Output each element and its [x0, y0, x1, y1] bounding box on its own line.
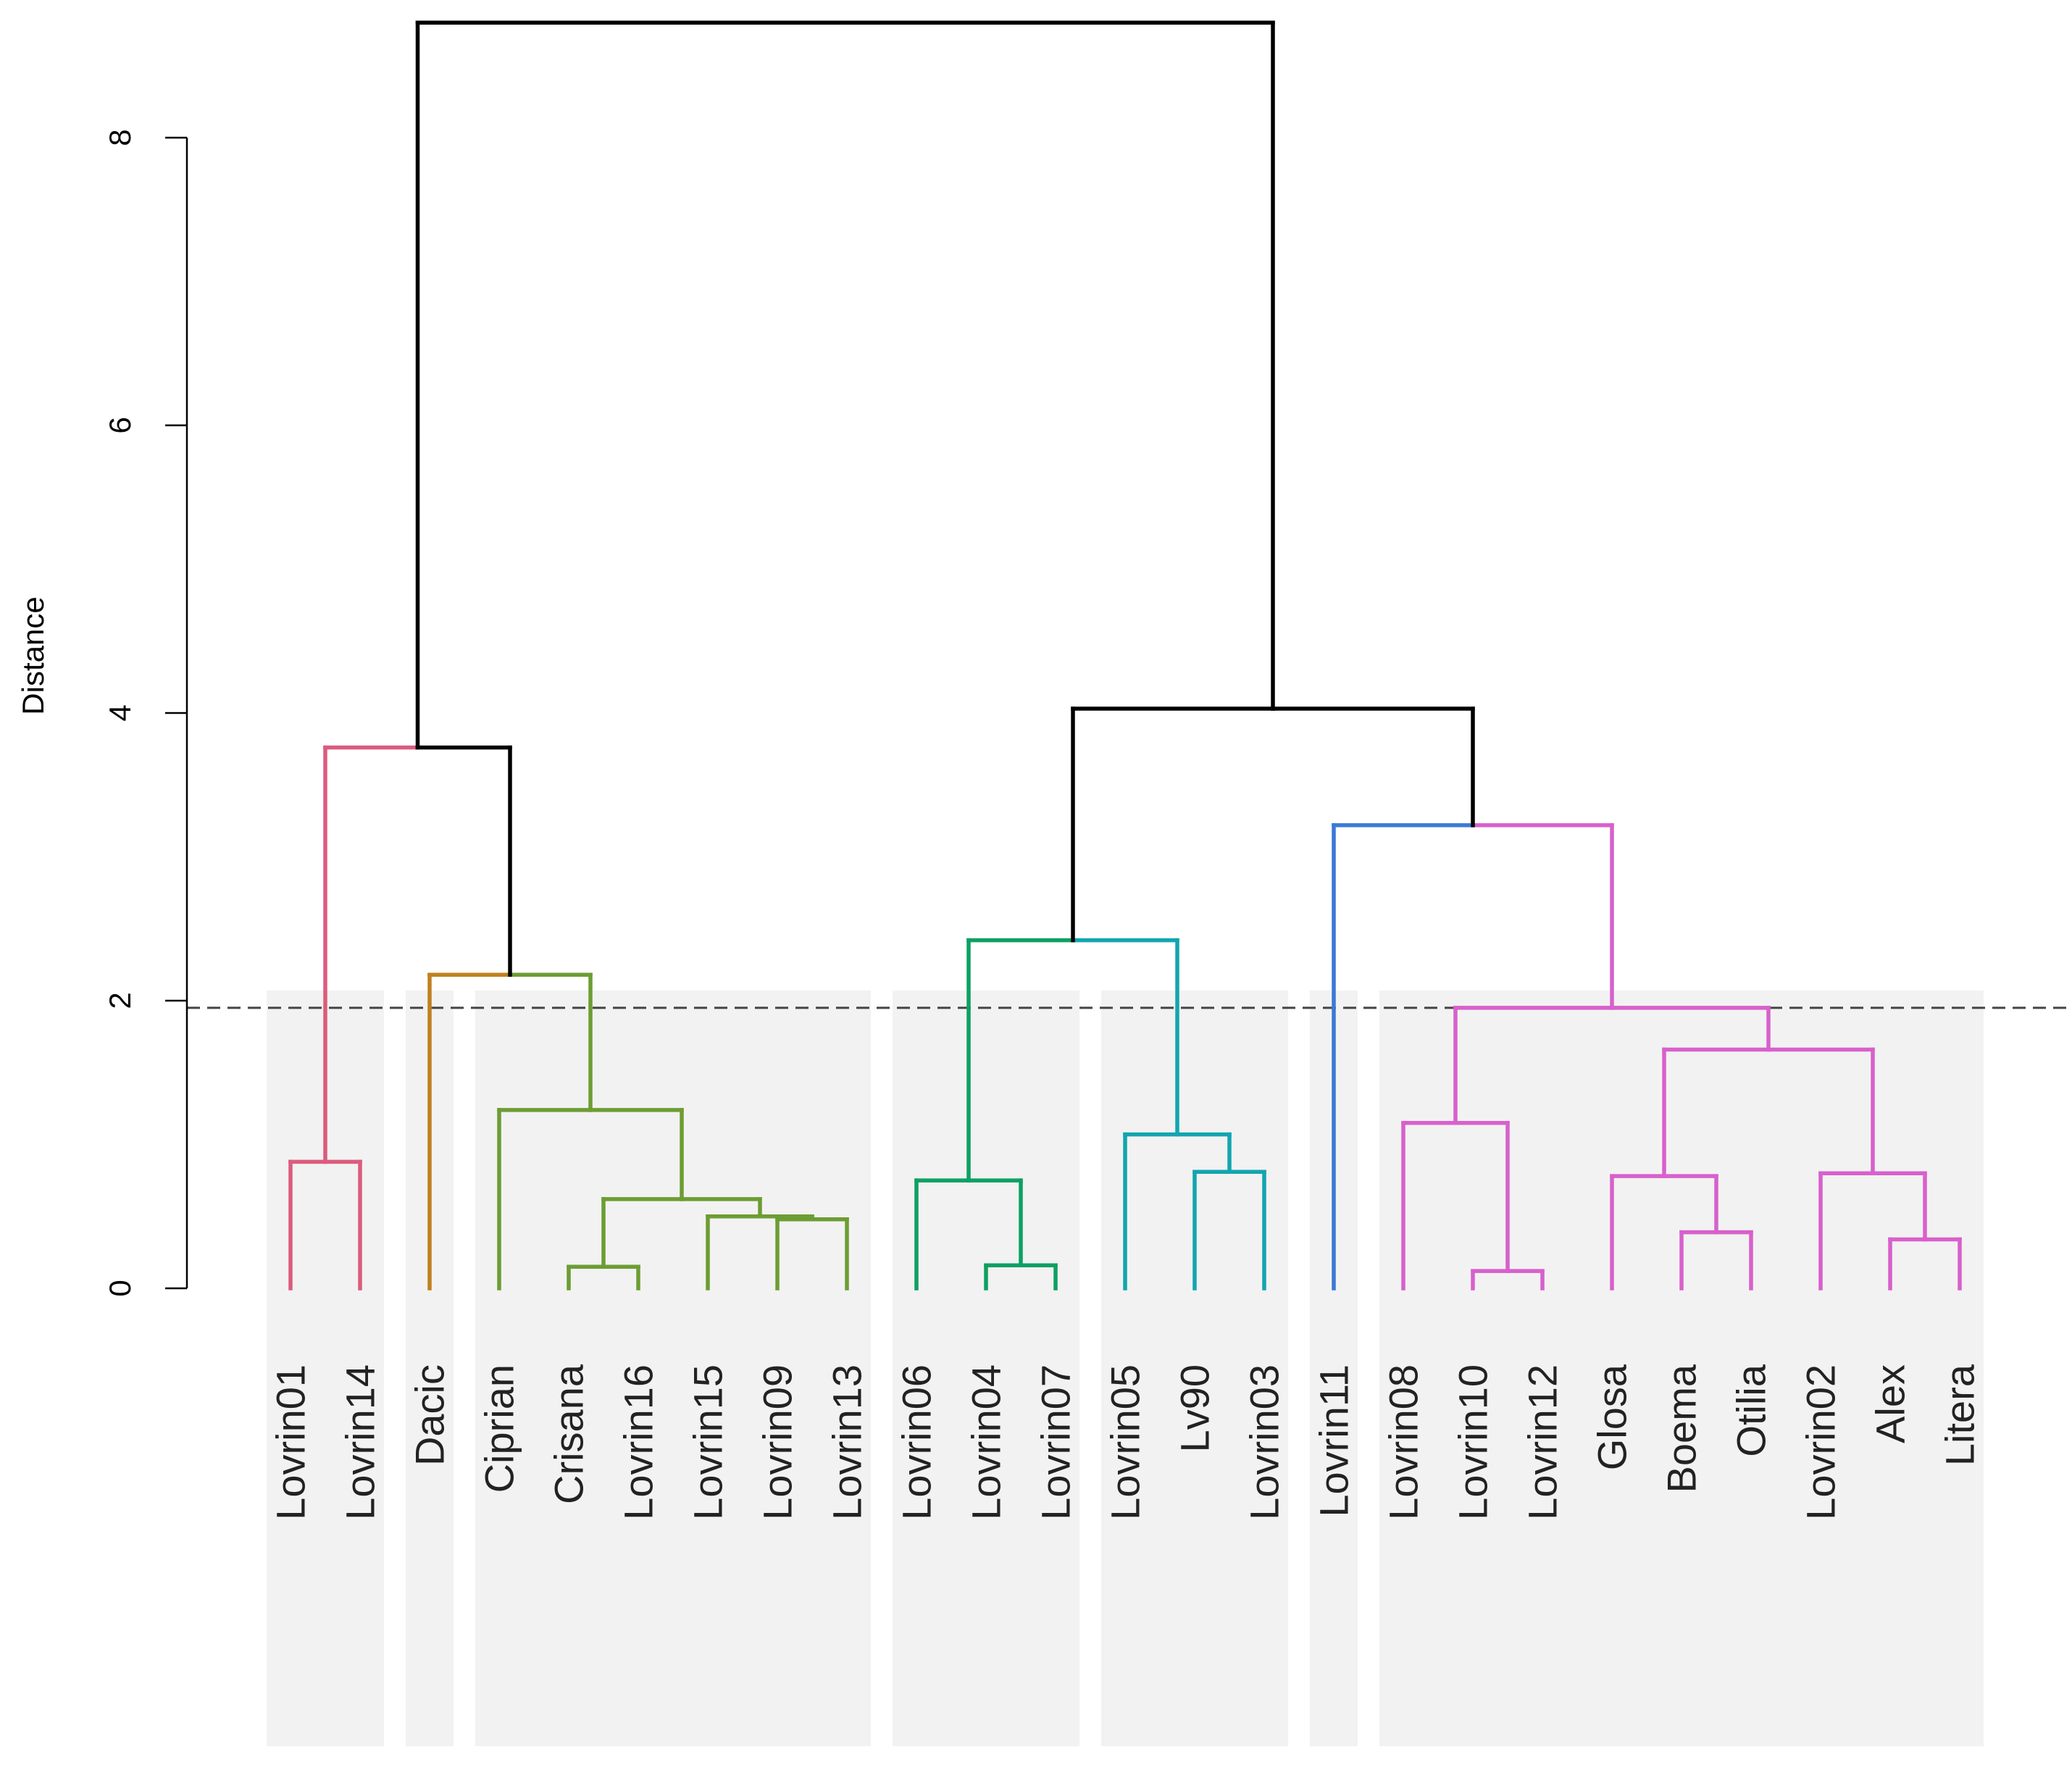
y-tick-label-8: 8 [103, 129, 137, 146]
leaf-label-lovrin04: Lovrin04 [964, 1364, 1009, 1520]
leaf-label-otilia: Otilia [1729, 1364, 1774, 1456]
leaf-label-boema: Boema [1659, 1364, 1705, 1493]
leaf-label-lovrin02: Lovrin02 [1798, 1364, 1844, 1520]
y-tick-label-6: 6 [103, 417, 137, 433]
y-tick-label-2: 2 [103, 992, 137, 1009]
leaf-label-lovrin03: Lovrin03 [1242, 1364, 1287, 1520]
leaf-label-lovrin06: Lovrin06 [894, 1364, 940, 1520]
leaf-label-lovrin10: Lovrin10 [1450, 1364, 1496, 1520]
y-axis: 0 2 4 6 8 [103, 129, 188, 1297]
leaf-label-dacic: Dacic [407, 1364, 453, 1466]
cluster-backgrounds [267, 990, 1984, 1746]
cluster-band-3 [475, 990, 871, 1746]
y-tick-label-4: 4 [103, 704, 137, 721]
leaf-label-lovrin15: Lovrin15 [685, 1364, 731, 1520]
leaf-label-lovrin09: Lovrin09 [755, 1364, 801, 1520]
leaf-label-ciprian: Ciprian [477, 1364, 522, 1493]
leaf-label-lv90: Lv90 [1172, 1364, 1218, 1452]
cluster-band-4 [893, 990, 1079, 1746]
leaf-label-lovrin07: Lovrin07 [1033, 1364, 1079, 1520]
dendrogram-branches [288, 20, 1962, 1290]
cluster-band-7 [1379, 990, 1984, 1746]
cluster-band-5 [1101, 990, 1288, 1746]
leaf-label-alex: Alex [1868, 1364, 1913, 1443]
leaf-label-crisana: Crisana [546, 1364, 592, 1504]
leaf-label-lovrin05: Lovrin05 [1103, 1364, 1148, 1520]
y-axis-label: Distance [16, 596, 50, 714]
leaf-label-lovrin12: Lovrin12 [1520, 1364, 1566, 1520]
leaf-label-lovrin11: Lovrin11 [1311, 1364, 1357, 1517]
leaf-label-lovrin01: Lovrin01 [268, 1364, 314, 1520]
leaf-label-lovrin14: Lovrin14 [338, 1364, 383, 1520]
leaf-label-glosa: Glosa [1589, 1364, 1635, 1470]
y-tick-label-0: 0 [103, 1280, 137, 1296]
leaf-label-litera: Litera [1937, 1364, 1983, 1466]
leaf-labels: Lovrin01 Lovrin14 Dacic Ciprian Crisana Lovri… [268, 1364, 1983, 1520]
leaf-label-lovrin13: Lovrin13 [824, 1364, 870, 1520]
leaf-label-lovrin08: Lovrin08 [1381, 1364, 1426, 1520]
leaf-label-lovrin16: Lovrin16 [616, 1364, 661, 1520]
